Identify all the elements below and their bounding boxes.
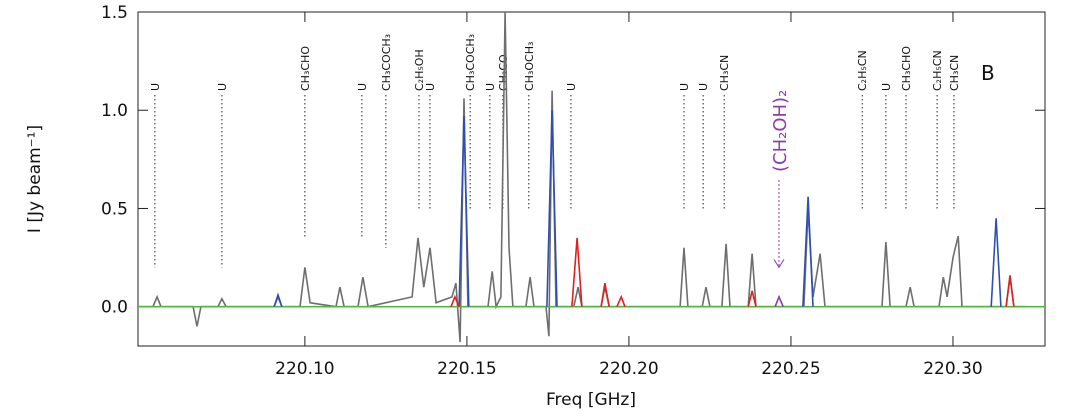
line-label: CH₃CN <box>948 55 961 91</box>
spectrum-line <box>450 237 1015 308</box>
line-label: U <box>356 83 369 91</box>
y-tick-label: 1.0 <box>101 101 128 121</box>
x-tick-label: 220.20 <box>599 359 658 379</box>
line-label: C₂H₅CN <box>931 50 944 91</box>
line-label: CH₃COCH₃ <box>464 34 477 91</box>
line-label: U <box>565 83 578 91</box>
spectrum-line <box>774 294 784 308</box>
x-tick-label: 220.15 <box>437 359 496 379</box>
line-label: U <box>697 83 710 91</box>
arrow-head <box>773 259 785 269</box>
x-tick-label: 220.30 <box>923 359 982 379</box>
x-tick-label: 220.25 <box>761 359 820 379</box>
panel-label: B <box>981 61 995 85</box>
line-label: U <box>484 83 497 91</box>
arrow-label: (CH₂OH)₂ <box>770 90 791 172</box>
y-tick-label: 0.0 <box>101 298 128 318</box>
line-label: CH₃CN <box>718 55 731 91</box>
x-tick-label: 220.10 <box>275 359 334 379</box>
line-label: C₂H₅OH <box>413 49 426 91</box>
line-label: CH₃COCH₃ <box>380 34 393 91</box>
y-tick-label: 1.5 <box>101 3 128 23</box>
spectrum-line <box>273 110 1002 307</box>
line-label: U <box>424 83 437 91</box>
line-label: U <box>216 83 229 91</box>
x-axis-label: Freq [GHz] <box>546 390 636 410</box>
line-label: U <box>880 83 893 91</box>
y-axis-label: I [Jy beam⁻¹] <box>25 125 45 233</box>
line-label: U <box>149 83 162 91</box>
line-label: U <box>678 83 691 91</box>
line-label: CH₃OCH₃ <box>523 42 536 91</box>
plot-frame <box>137 11 1046 347</box>
line-label: C₂H₅CN <box>856 50 869 91</box>
line-label: CH₃CHO <box>900 46 913 91</box>
y-tick-label: 0.5 <box>101 199 128 219</box>
line-label: CH₃CHO <box>299 46 312 91</box>
